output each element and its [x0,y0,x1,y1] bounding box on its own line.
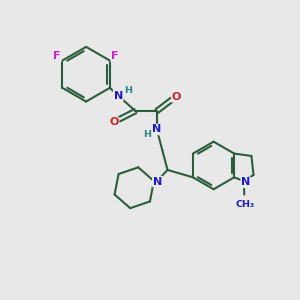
Text: O: O [172,92,181,102]
Text: N: N [152,124,161,134]
Text: N: N [241,177,250,188]
Text: N: N [114,91,123,100]
Text: O: O [109,117,119,128]
Text: F: F [53,51,61,62]
Text: CH₃: CH₃ [235,200,254,209]
Text: H: H [143,130,151,139]
Text: F: F [111,51,118,62]
Text: H: H [124,86,132,95]
Text: N: N [153,176,162,187]
